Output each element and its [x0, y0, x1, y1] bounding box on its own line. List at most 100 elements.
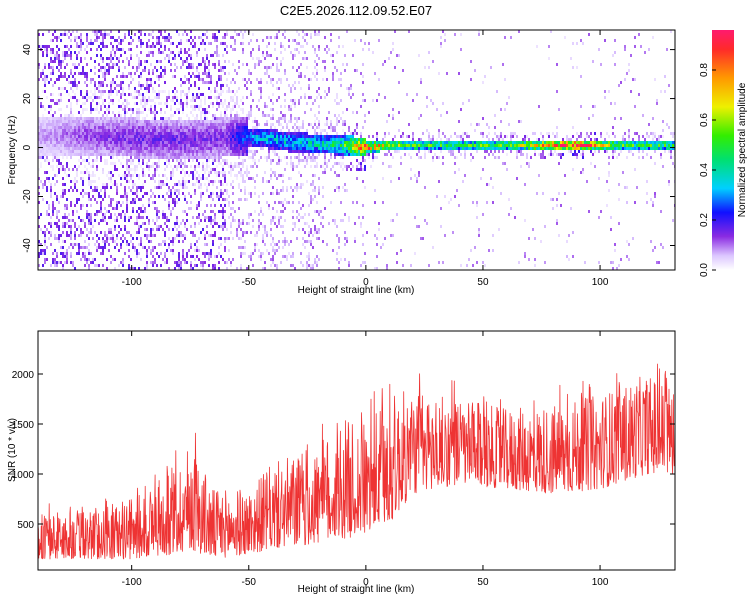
- heatmap-cell: [104, 66, 106, 69]
- heatmap-cell: [194, 132, 196, 135]
- heatmap-cell: [76, 150, 78, 153]
- heatmap-cell: [38, 243, 40, 246]
- heatmap-cell: [272, 132, 274, 135]
- heatmap-cell: [232, 153, 234, 156]
- heatmap-cell: [330, 33, 332, 36]
- heatmap-cell: [144, 207, 146, 210]
- heatmap-cell: [80, 234, 82, 237]
- heatmap-cell: [256, 135, 258, 138]
- heatmap-cell: [140, 87, 142, 90]
- heatmap-cell: [114, 126, 116, 129]
- heatmap-cell: [100, 48, 102, 51]
- heatmap-cell: [206, 225, 208, 228]
- heatmap-cell: [174, 75, 176, 78]
- heatmap-cell: [126, 204, 128, 207]
- heatmap-cell: [170, 129, 172, 132]
- heatmap-cell: [186, 57, 188, 60]
- heatmap-cell: [174, 126, 176, 129]
- heatmap-cell: [322, 135, 324, 138]
- heatmap-cell: [234, 105, 236, 108]
- heatmap-cell: [254, 246, 256, 249]
- heatmap-cell: [150, 78, 152, 81]
- heatmap-cell: [126, 102, 128, 105]
- heatmap-cell: [190, 150, 192, 153]
- heatmap-cell: [104, 189, 106, 192]
- heatmap-cell: [112, 141, 114, 144]
- heatmap-cell: [64, 114, 66, 117]
- heatmap-cell: [160, 153, 162, 156]
- heatmap-cell: [248, 69, 250, 72]
- heatmap-cell: [316, 165, 318, 168]
- heatmap-cell: [194, 168, 196, 171]
- heatmap-cell: [52, 135, 54, 138]
- heatmap-cell: [138, 129, 140, 132]
- heatmap-cell: [80, 135, 82, 138]
- heatmap-cell: [200, 144, 202, 147]
- heatmap-cell: [40, 213, 42, 216]
- heatmap-cell: [136, 120, 138, 123]
- heatmap-cell: [70, 132, 72, 135]
- heatmap-cell: [222, 69, 224, 72]
- heatmap-cell: [244, 141, 246, 144]
- heatmap-cell: [254, 126, 256, 129]
- heatmap-cell: [160, 102, 162, 105]
- heatmap-cell: [80, 36, 82, 39]
- heatmap-cell: [246, 231, 248, 234]
- heatmap-cell: [74, 177, 76, 180]
- heatmap-cell: [280, 135, 282, 138]
- heatmap-cell: [54, 135, 56, 138]
- heatmap-cell: [102, 84, 104, 87]
- heatmap-cell: [98, 90, 100, 93]
- heatmap-cell: [256, 126, 258, 129]
- heatmap-cell: [260, 255, 262, 258]
- heatmap-cell: [308, 258, 310, 261]
- heatmap-cell: [192, 135, 194, 138]
- heatmap-cell: [220, 141, 222, 144]
- heatmap-cell: [280, 78, 282, 81]
- heatmap-cell: [212, 138, 214, 141]
- heatmap-cell: [134, 96, 136, 99]
- heatmap-cell: [308, 156, 310, 159]
- heatmap-cell: [350, 147, 352, 150]
- heatmap-cell: [116, 63, 118, 66]
- heatmap-cell: [252, 156, 254, 159]
- heatmap-cell: [148, 87, 150, 90]
- heatmap-cell: [134, 135, 136, 138]
- heatmap-cell: [276, 87, 278, 90]
- heatmap-cell: [228, 195, 230, 198]
- heatmap-cell: [200, 129, 202, 132]
- heatmap-cell: [98, 210, 100, 213]
- heatmap-cell: [156, 150, 158, 153]
- heatmap-cell: [232, 207, 234, 210]
- heatmap-cell: [96, 234, 98, 237]
- heatmap-cell: [42, 252, 44, 255]
- heatmap-cell: [312, 246, 314, 249]
- heatmap-cell: [182, 60, 184, 63]
- heatmap-cell: [66, 90, 68, 93]
- heatmap-cell: [340, 135, 342, 138]
- heatmap-cell: [288, 45, 290, 48]
- heatmap-cell: [48, 177, 50, 180]
- heatmap-cell: [172, 120, 174, 123]
- heatmap-cell: [190, 57, 192, 60]
- heatmap-cell: [160, 129, 162, 132]
- heatmap-cell: [188, 66, 190, 69]
- heatmap-cell: [184, 183, 186, 186]
- heatmap-cell: [90, 261, 92, 264]
- heatmap-cell: [64, 87, 66, 90]
- heatmap-cell: [42, 78, 44, 81]
- heatmap-cell: [76, 30, 78, 33]
- heatmap-cell: [270, 147, 272, 150]
- heatmap-cell: [166, 156, 168, 159]
- heatmap-cell: [302, 57, 304, 60]
- heatmap-cell: [90, 42, 92, 45]
- heatmap-cell: [330, 153, 332, 156]
- heatmap-cell: [76, 66, 78, 69]
- heatmap-cell: [130, 57, 132, 60]
- heatmap-cell: [240, 198, 242, 201]
- heatmap-cell: [158, 60, 160, 63]
- heatmap-cell: [344, 144, 346, 147]
- heatmap-cell: [186, 51, 188, 54]
- heatmap-cell: [284, 69, 286, 72]
- heatmap-cell: [182, 126, 184, 129]
